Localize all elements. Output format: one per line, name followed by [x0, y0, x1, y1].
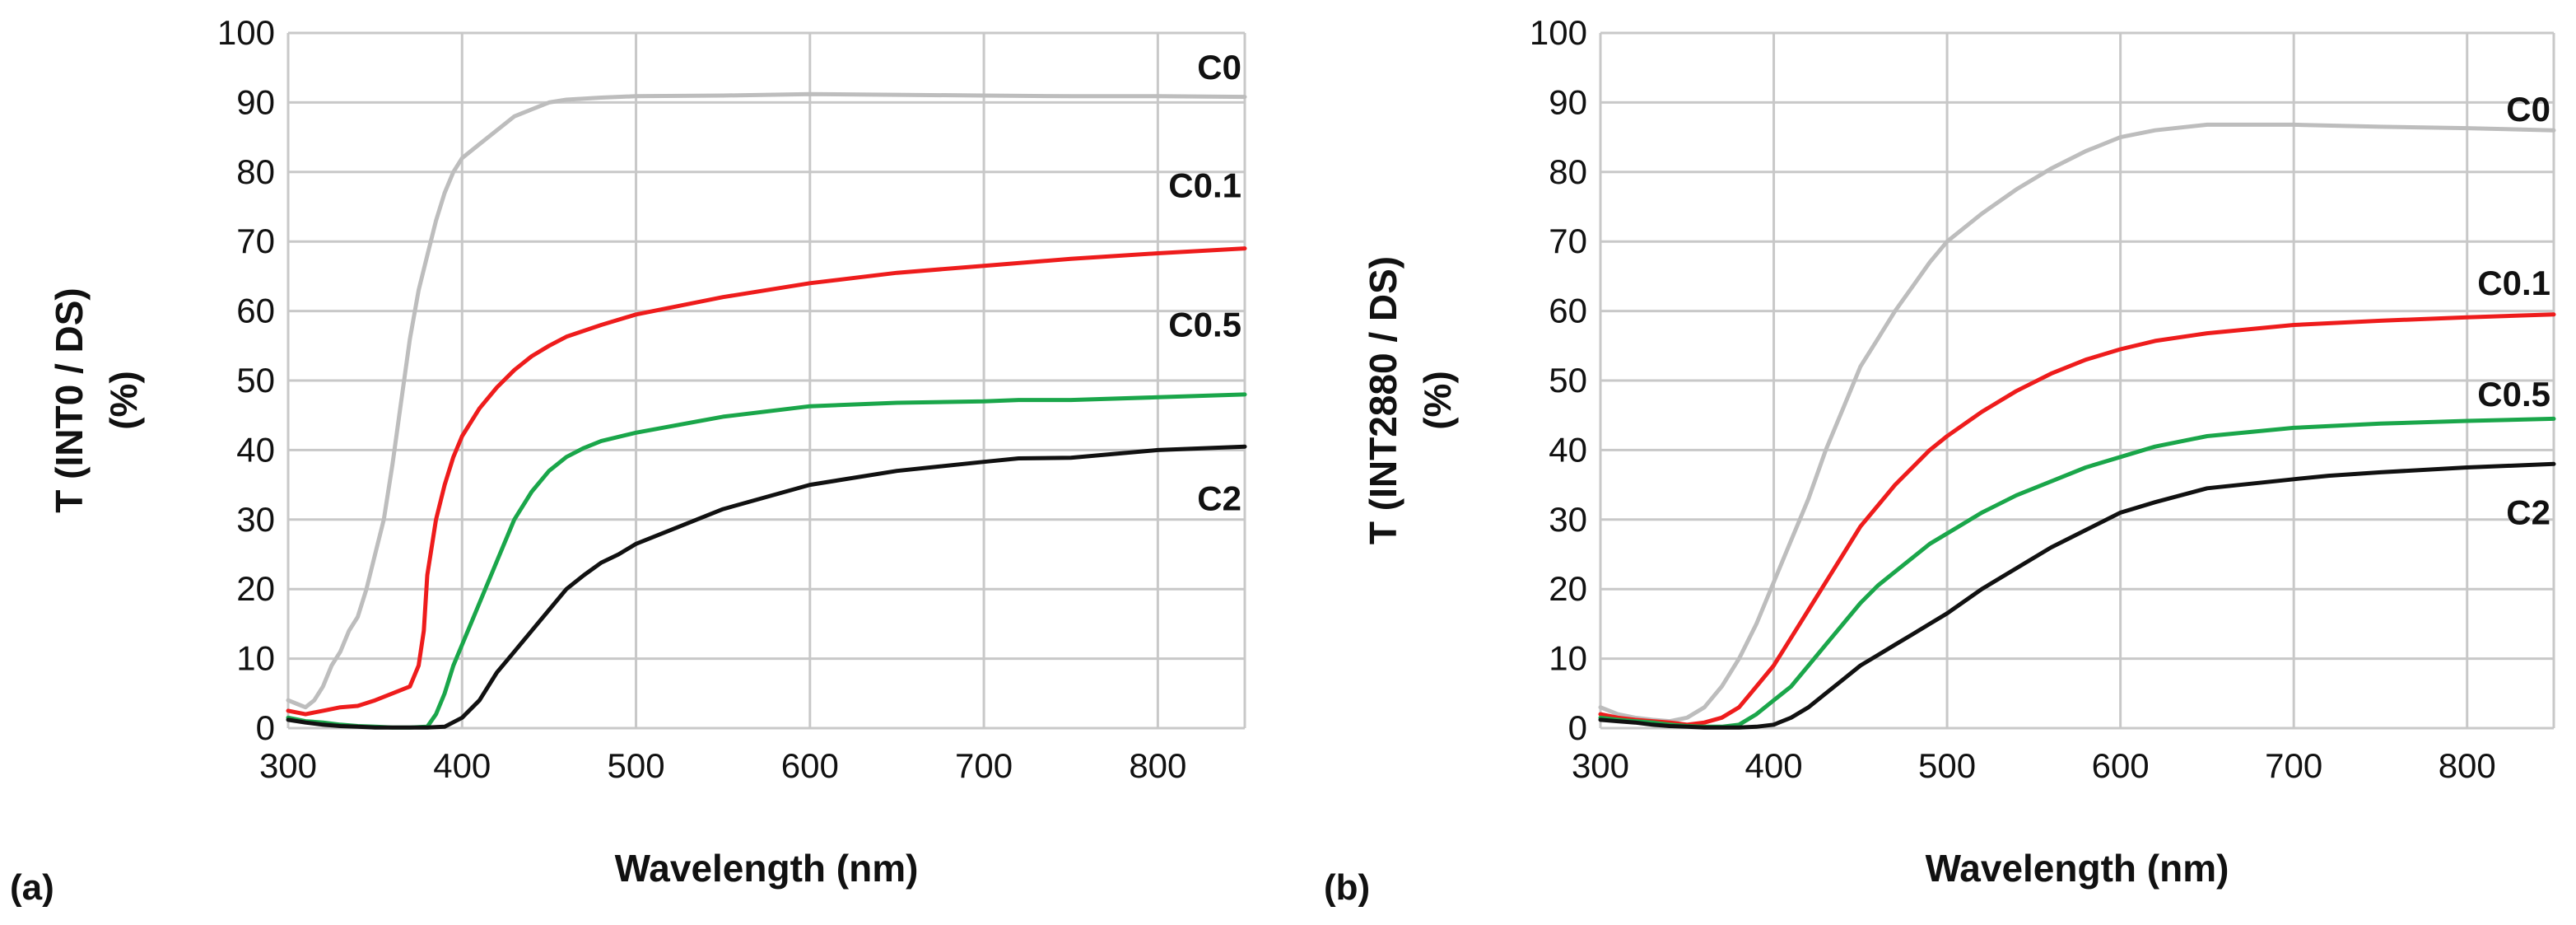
y-axis-title-line1: T (INT2880 / DS): [1362, 256, 1404, 544]
grid-lines: [286, 31, 1246, 730]
series-line-C2: [286, 444, 1247, 730]
panel-label: (a): [10, 867, 54, 908]
series-line-C0: [1598, 122, 2556, 724]
x-tick-label: 400: [1745, 746, 1803, 785]
y-tick-label: 30: [236, 500, 275, 539]
y-axis-title-line1: T (INT0 / DS): [48, 287, 91, 512]
series-line-C2: [1598, 461, 2556, 730]
x-axis-title: Wavelength (nm): [1926, 847, 2229, 890]
y-tick-label: 80: [1549, 152, 1587, 191]
x-tick-label: 800: [2439, 746, 2496, 785]
y-tick-label: 50: [236, 361, 275, 399]
series-line-C0: [286, 91, 1247, 710]
y-tick-label: 100: [217, 13, 275, 52]
x-tick-label: 800: [1129, 746, 1186, 785]
x-tick-label: 600: [781, 746, 839, 785]
series-label-C0-5: C0.5: [1168, 305, 1241, 343]
x-axis-title: Wavelength (nm): [615, 847, 919, 890]
y-tick-label: 40: [1549, 430, 1587, 469]
y-tick-label: 80: [236, 152, 275, 191]
series-label-C2: C2: [1197, 479, 1241, 517]
y-tick-label: 90: [1549, 82, 1587, 121]
series-label-C0-1: C0.1: [1168, 166, 1241, 205]
series-label-C0-5: C0.5: [2477, 375, 2550, 413]
chart-panel-b: 0 10 20 30 40 50 60 70 80 90 100 300 400 500 600 700 800…: [1324, 13, 2556, 908]
x-tick-label: 700: [955, 746, 1013, 785]
chart-panel-a: 0 10 20 30 40 50 60 70 80 90 100 300 400 500 600 700 800…: [10, 13, 1247, 908]
x-tick-label: 300: [1572, 746, 1629, 785]
y-tick-label: 60: [1549, 292, 1587, 330]
x-tick-label: 600: [2092, 746, 2150, 785]
series-lines: [286, 91, 1247, 730]
series-line-C0-1: [286, 246, 1247, 717]
y-tick-label: 20: [236, 569, 275, 608]
x-tick-label: 300: [259, 746, 317, 785]
y-tick-label: 40: [236, 430, 275, 469]
series-label-C0-1: C0.1: [2477, 264, 2550, 302]
y-tick-label: 60: [236, 292, 275, 330]
y-tick-label: 10: [236, 639, 275, 678]
series-line-C0-5: [286, 392, 1247, 730]
grid-lines: [1599, 31, 2555, 730]
y-axis-title-line2: (%): [1416, 371, 1459, 430]
y-tick-label: 90: [236, 82, 275, 121]
y-tick-label: 70: [1549, 222, 1587, 260]
series-label-C0: C0: [1197, 48, 1241, 86]
y-tick-label: 30: [1549, 500, 1587, 539]
y-tick-label: 10: [1549, 639, 1587, 678]
series-lines: [1598, 122, 2556, 730]
x-tick-label: 500: [1918, 746, 1976, 785]
series-labels: C0 C0.1 C0.5 C2: [2477, 90, 2550, 532]
y-tick-label: 0: [256, 708, 275, 747]
x-tick-label: 500: [608, 746, 665, 785]
tick-labels: 0 10 20 30 40 50 60 70 80 90 100 300 400 500 600 700 800: [1530, 13, 2496, 785]
tick-labels: 0 10 20 30 40 50 60 70 80 90 100 300 400 500 600 700 800: [217, 13, 1186, 785]
y-axis-title-line2: (%): [102, 371, 145, 430]
series-label-C2: C2: [2506, 493, 2550, 531]
y-tick-label: 70: [236, 222, 275, 260]
x-tick-label: 700: [2265, 746, 2322, 785]
x-tick-label: 400: [433, 746, 491, 785]
series-line-C0-5: [1598, 416, 2556, 729]
y-tick-label: 20: [1549, 569, 1587, 608]
y-tick-label: 100: [1530, 13, 1587, 52]
series-labels: C0 C0.1 C0.5 C2: [1168, 48, 1241, 517]
series-label-C0: C0: [2506, 90, 2550, 128]
panel-label: (b): [1324, 867, 1370, 908]
y-tick-label: 50: [1549, 361, 1587, 399]
y-tick-label: 0: [1568, 708, 1587, 747]
